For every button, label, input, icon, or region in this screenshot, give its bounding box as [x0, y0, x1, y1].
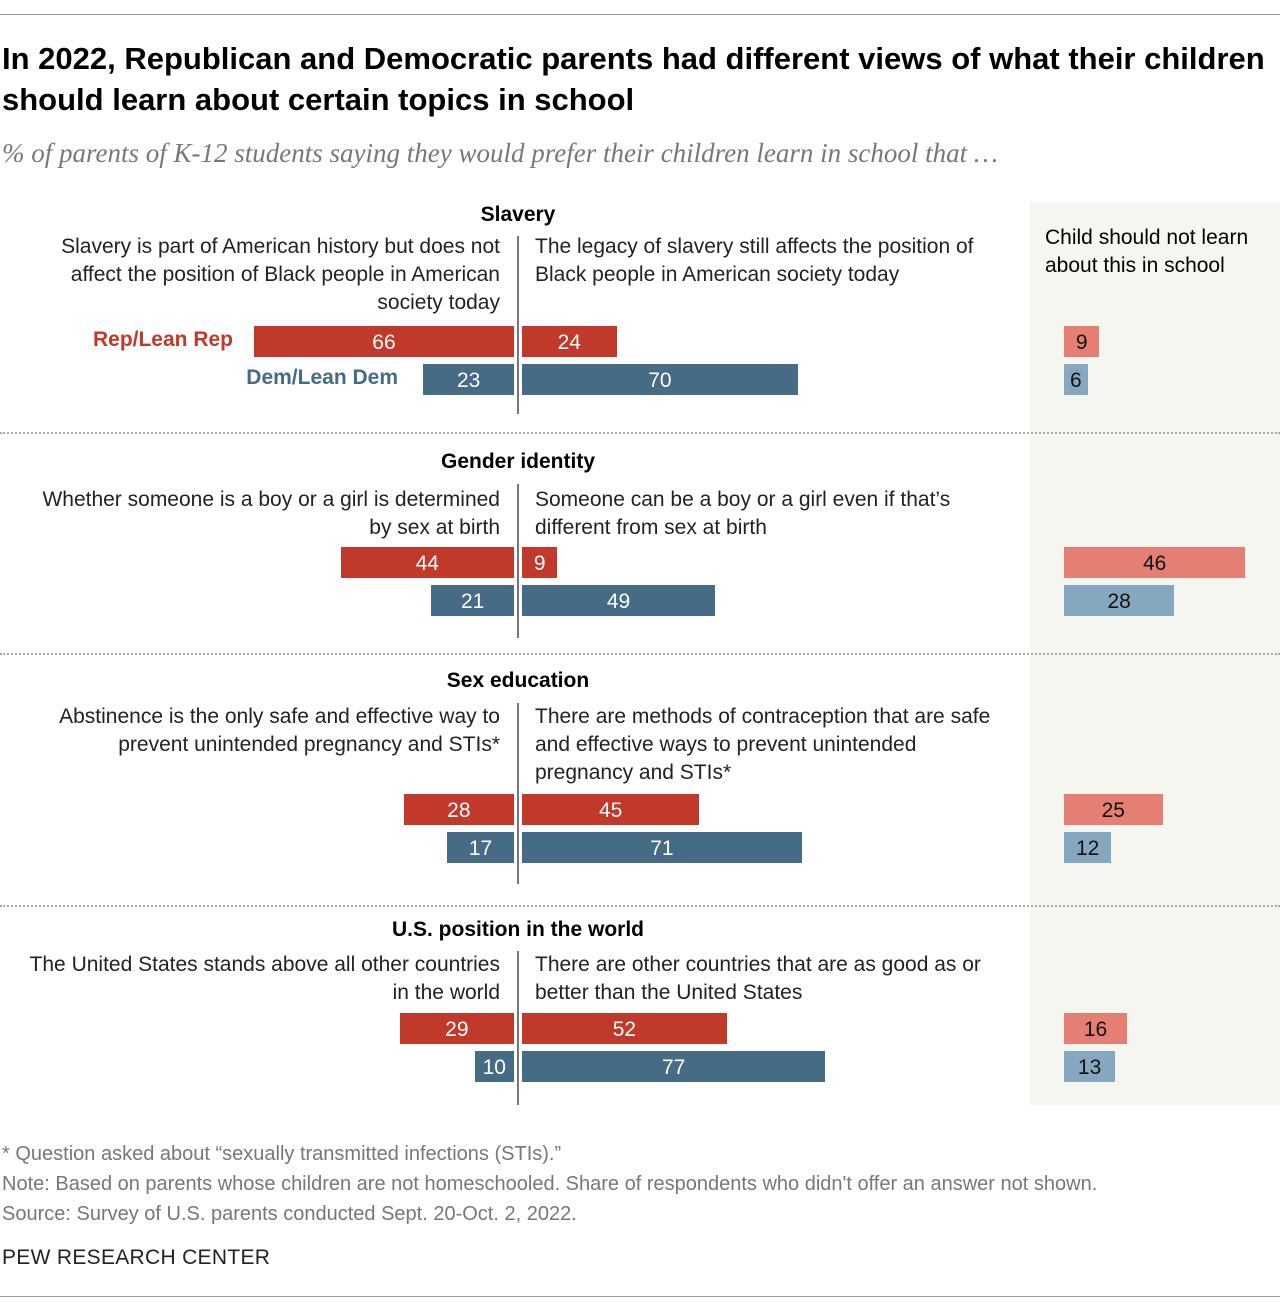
bar-dem-right: 71: [522, 832, 802, 863]
bar-dem-left: 10: [474, 1051, 514, 1082]
center-axis: [517, 951, 519, 1105]
bar-dem-right: 49: [522, 585, 716, 616]
section-title: Sex education: [446, 669, 590, 692]
series-label-rep: Rep/Lean Rep: [92, 328, 233, 351]
bar-dem-not-learn: 28: [1064, 585, 1175, 616]
right-option-label: The legacy of slavery still affects the …: [535, 235, 974, 286]
section-divider: [0, 653, 1280, 655]
footnote-asterisk: * Question asked about “sexually transmi…: [2, 1143, 562, 1165]
bar-dem-right: 77: [522, 1051, 826, 1082]
not-learn-header: Child should not learn about this in sch…: [1045, 226, 1249, 277]
section-divider: [0, 905, 1280, 907]
bar-rep-right: 9: [522, 547, 558, 578]
right-option-label: There are other countries that are as go…: [535, 953, 981, 1004]
bar-rep-not-learn: 25: [1064, 794, 1163, 825]
bar-dem-left: 21: [431, 585, 514, 616]
bar-rep-right: 45: [522, 794, 700, 825]
left-option-label: The United States stands above all other…: [29, 953, 500, 1004]
chart-subtitle: % of parents of K-12 students saying the…: [2, 138, 998, 168]
center-axis: [517, 236, 519, 414]
bar-rep-not-learn: 46: [1064, 547, 1246, 578]
bar-dem-not-learn: 6: [1064, 364, 1088, 395]
brand-logo-text: PEW RESEARCH CENTER: [2, 1246, 271, 1269]
bar-rep-right: 24: [522, 326, 617, 357]
bar-dem-left: 23: [423, 364, 514, 395]
footnote-note: Note: Based on parents whose children ar…: [2, 1173, 1098, 1195]
footnote-source: Source: Survey of U.S. parents conducted…: [2, 1203, 577, 1225]
left-option-label: Slavery is part of American history but …: [61, 235, 500, 314]
center-axis: [517, 484, 519, 638]
right-option-label: There are methods of contraception that …: [535, 705, 991, 784]
right-option-label: Someone can be a boy or a girl even if t…: [535, 488, 951, 539]
bar-rep-left: 66: [253, 326, 514, 357]
series-label-dem: Dem/Lean Dem: [246, 366, 398, 389]
left-option-label: Whether someone is a boy or a girl is de…: [42, 488, 500, 539]
bar-dem-not-learn: 13: [1064, 1051, 1116, 1082]
center-axis: [517, 703, 519, 884]
bottom-rule: [0, 1296, 1280, 1297]
left-option-label: Abstinence is the only safe and effectiv…: [59, 705, 500, 756]
bar-rep-left: 44: [340, 547, 514, 578]
bar-dem-not-learn: 12: [1064, 832, 1112, 863]
bar-rep-right: 52: [522, 1013, 727, 1044]
section-divider: [0, 432, 1280, 434]
section-title: Slavery: [480, 203, 556, 226]
top-rule: [0, 14, 1280, 15]
bar-dem-left: 17: [447, 832, 514, 863]
chart-title: In 2022, Republican and Democratic paren…: [2, 41, 1265, 117]
section-title: U.S. position in the world: [392, 918, 644, 941]
bar-rep-not-learn: 9: [1064, 326, 1100, 357]
bar-dem-right: 70: [522, 364, 798, 395]
section-title: Gender identity: [440, 450, 596, 473]
bar-rep-left: 29: [399, 1013, 514, 1044]
bar-rep-left: 28: [403, 794, 514, 825]
bar-rep-not-learn: 16: [1064, 1013, 1128, 1044]
